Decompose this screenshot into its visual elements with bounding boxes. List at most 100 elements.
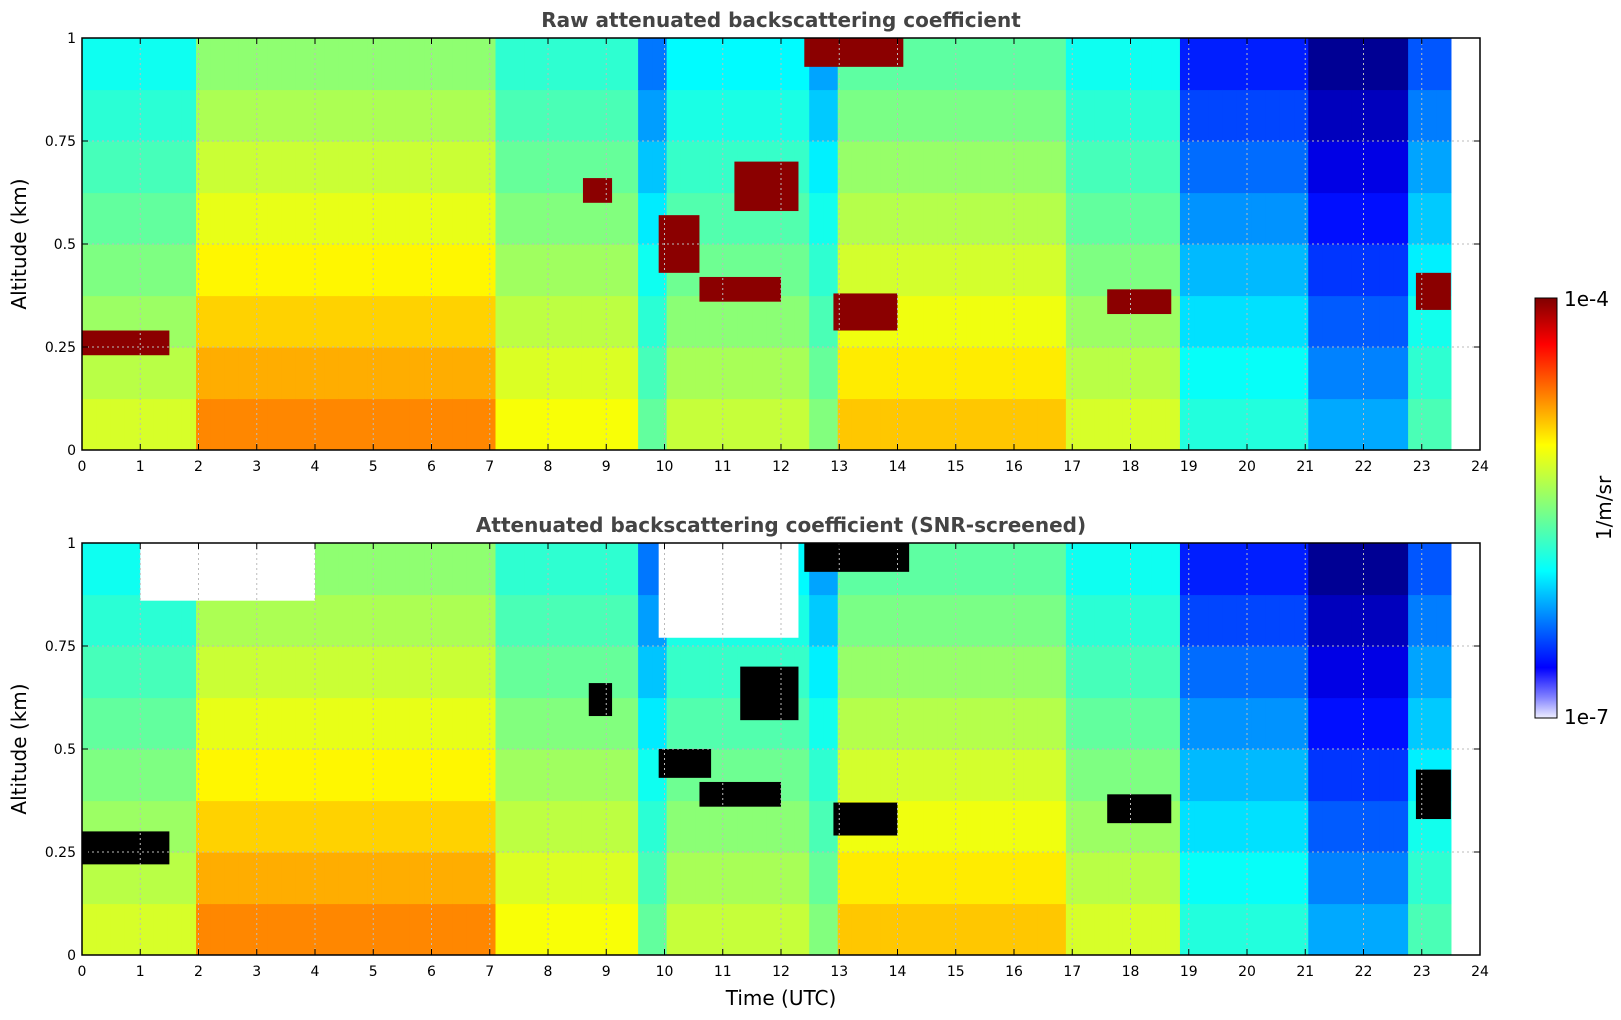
- x-tick-label: 9: [602, 964, 611, 980]
- heatmap-cell: [481, 903, 497, 955]
- heatmap-cell: [723, 347, 739, 400]
- heatmap-cell: [452, 398, 468, 450]
- heatmap-cell: [167, 89, 183, 142]
- heatmap-cell: [295, 141, 311, 194]
- heatmap-cell: [352, 852, 368, 905]
- heatmap-cell: [409, 543, 425, 596]
- heatmap-cell: [538, 244, 554, 297]
- heatmap-cell: [1436, 646, 1452, 699]
- heatmap-cell: [623, 594, 639, 647]
- heatmap-cell: [238, 800, 254, 853]
- heatmap-cell: [1137, 749, 1153, 802]
- heatmap-cell: [367, 697, 383, 750]
- heatmap-cell: [281, 903, 297, 955]
- heatmap-cell: [1351, 244, 1366, 297]
- heatmap-cell: [1165, 398, 1181, 450]
- heatmap-cell: [538, 543, 554, 596]
- heatmap-cell: [894, 295, 910, 348]
- heatmap-cell: [581, 244, 596, 297]
- heatmap-cell: [338, 903, 354, 955]
- heatmap-cell: [438, 697, 454, 750]
- heatmap-cell: [1094, 192, 1110, 245]
- heatmap-cell: [167, 38, 183, 91]
- heatmap-cell: [737, 295, 753, 348]
- heatmap-cell: [495, 192, 511, 245]
- heatmap-cell: [1023, 347, 1038, 400]
- heatmap-cell: [1165, 903, 1181, 955]
- heatmap-cell: [1336, 347, 1352, 400]
- heatmap-cell: [994, 295, 1010, 348]
- heatmap-cell: [509, 543, 525, 596]
- heatmap-cell: [452, 646, 468, 699]
- heatmap-cell: [1251, 594, 1267, 647]
- x-tick-label: 21: [1296, 459, 1314, 475]
- heatmap-cell: [951, 89, 967, 142]
- heatmap-cell: [566, 192, 582, 245]
- heatmap-cell: [880, 697, 896, 750]
- heatmap-cell: [352, 295, 368, 348]
- heatmap-cell: [1279, 38, 1295, 91]
- heatmap-cell: [238, 697, 254, 750]
- heatmap-cell: [1322, 38, 1338, 91]
- heatmap-cell: [324, 89, 340, 142]
- heatmap-cell: [695, 38, 711, 91]
- heatmap-cell: [1393, 89, 1409, 142]
- heatmap-cell: [1322, 749, 1338, 802]
- heatmap-cell: [124, 398, 140, 450]
- heatmap-cell: [1336, 244, 1352, 297]
- heatmap-cell: [1322, 646, 1338, 699]
- heatmap-cell: [937, 347, 953, 400]
- heatmap-cell: [509, 141, 525, 194]
- heatmap-cell: [395, 697, 411, 750]
- cloud-region: [699, 276, 781, 302]
- heatmap-cell: [238, 398, 254, 450]
- heatmap-cell: [1393, 903, 1409, 955]
- heatmap-cell: [381, 852, 397, 905]
- heatmap-cell: [638, 141, 653, 194]
- heatmap-cell: [609, 347, 625, 400]
- heatmap-cell: [495, 347, 511, 400]
- heatmap-cell: [1279, 749, 1295, 802]
- heatmap-cell: [1108, 697, 1124, 750]
- heatmap-cell: [1065, 800, 1081, 853]
- heatmap-cell: [1137, 697, 1153, 750]
- heatmap-cell: [139, 646, 154, 699]
- heatmap-cell: [96, 646, 112, 699]
- heatmap-cell: [1379, 295, 1395, 348]
- heatmap-cell: [424, 594, 440, 647]
- heatmap-cell: [139, 347, 154, 400]
- heatmap-cell: [1365, 543, 1381, 596]
- heatmap-cell: [324, 749, 340, 802]
- heatmap-cell: [495, 89, 511, 142]
- heatmap-cell: [951, 800, 967, 853]
- heatmap-cell: [666, 852, 682, 905]
- saturated-region: [82, 831, 170, 865]
- heatmap-cell: [338, 347, 354, 400]
- heatmap-cell: [139, 749, 154, 802]
- heatmap-cell: [766, 903, 782, 955]
- x-tick-label: 1: [136, 964, 145, 980]
- heatmap-cell: [153, 398, 169, 450]
- heatmap-cell: [153, 141, 169, 194]
- heatmap-cell: [1236, 347, 1252, 400]
- heatmap-cell: [367, 244, 383, 297]
- heatmap-cell: [1137, 38, 1153, 91]
- heatmap-cell: [1151, 38, 1167, 91]
- heatmap-cell: [181, 697, 197, 750]
- heatmap-cell: [709, 646, 725, 699]
- heatmap-cell: [1365, 295, 1381, 348]
- heatmap-cell: [367, 646, 383, 699]
- heatmap-cell: [780, 800, 796, 853]
- heatmap-cell: [980, 347, 996, 400]
- heatmap-cell: [509, 244, 525, 297]
- heatmap-cell: [210, 697, 226, 750]
- heatmap-cell: [495, 244, 511, 297]
- heatmap-cell: [196, 697, 211, 750]
- heatmap-cell: [438, 295, 454, 348]
- heatmap-cell: [566, 244, 582, 297]
- heatmap-cell: [1408, 543, 1423, 596]
- heatmap-cell: [110, 543, 126, 596]
- heatmap-cell: [1251, 852, 1267, 905]
- heatmap-cell: [1094, 697, 1110, 750]
- heatmap-cell: [267, 192, 283, 245]
